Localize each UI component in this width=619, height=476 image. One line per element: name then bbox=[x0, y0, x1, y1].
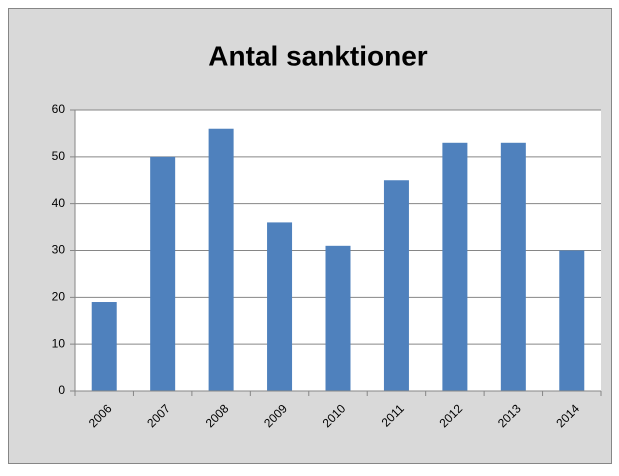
bar bbox=[150, 156, 176, 391]
bar bbox=[500, 142, 526, 391]
bar bbox=[325, 245, 351, 391]
bar bbox=[383, 180, 409, 391]
bar bbox=[559, 250, 585, 391]
bar bbox=[208, 128, 234, 391]
y-tick-label: 10 bbox=[52, 336, 66, 350]
y-tick-label: 60 bbox=[52, 102, 66, 116]
y-tick-label: 20 bbox=[52, 290, 66, 304]
y-tick-label: 50 bbox=[52, 149, 66, 163]
y-tick-label: 40 bbox=[52, 196, 66, 210]
y-tick-label: 30 bbox=[52, 243, 66, 257]
bar bbox=[267, 222, 293, 391]
bar bbox=[442, 142, 468, 391]
chart-title: Antal sanktioner bbox=[208, 40, 427, 71]
y-tick-label: 0 bbox=[58, 383, 65, 397]
bar bbox=[91, 302, 117, 391]
